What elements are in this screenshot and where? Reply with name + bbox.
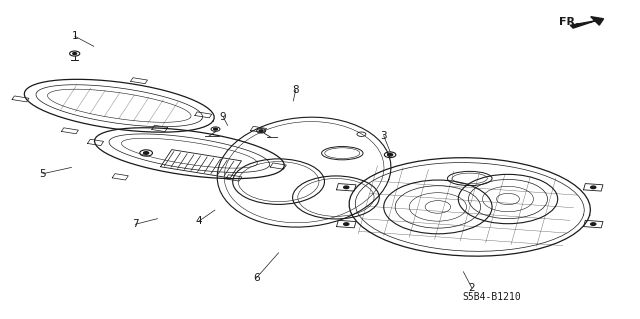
Circle shape	[388, 153, 393, 156]
Text: 6: 6	[253, 273, 260, 283]
Text: 3: 3	[380, 131, 387, 141]
Circle shape	[214, 128, 218, 130]
Circle shape	[73, 53, 77, 55]
Text: FR.: FR.	[559, 17, 579, 27]
Circle shape	[591, 223, 596, 225]
Circle shape	[259, 130, 263, 132]
Text: 9: 9	[220, 112, 227, 122]
Text: 5: 5	[40, 169, 46, 179]
Text: 2: 2	[468, 283, 475, 293]
Text: 7: 7	[132, 219, 138, 229]
Polygon shape	[570, 17, 604, 28]
Circle shape	[591, 186, 596, 189]
Text: 8: 8	[292, 85, 299, 95]
Text: S5B4-B1210: S5B4-B1210	[463, 292, 522, 302]
Text: 1: 1	[71, 31, 78, 41]
Circle shape	[143, 152, 148, 154]
Circle shape	[344, 186, 349, 189]
Circle shape	[344, 223, 349, 225]
Text: 4: 4	[196, 216, 202, 226]
